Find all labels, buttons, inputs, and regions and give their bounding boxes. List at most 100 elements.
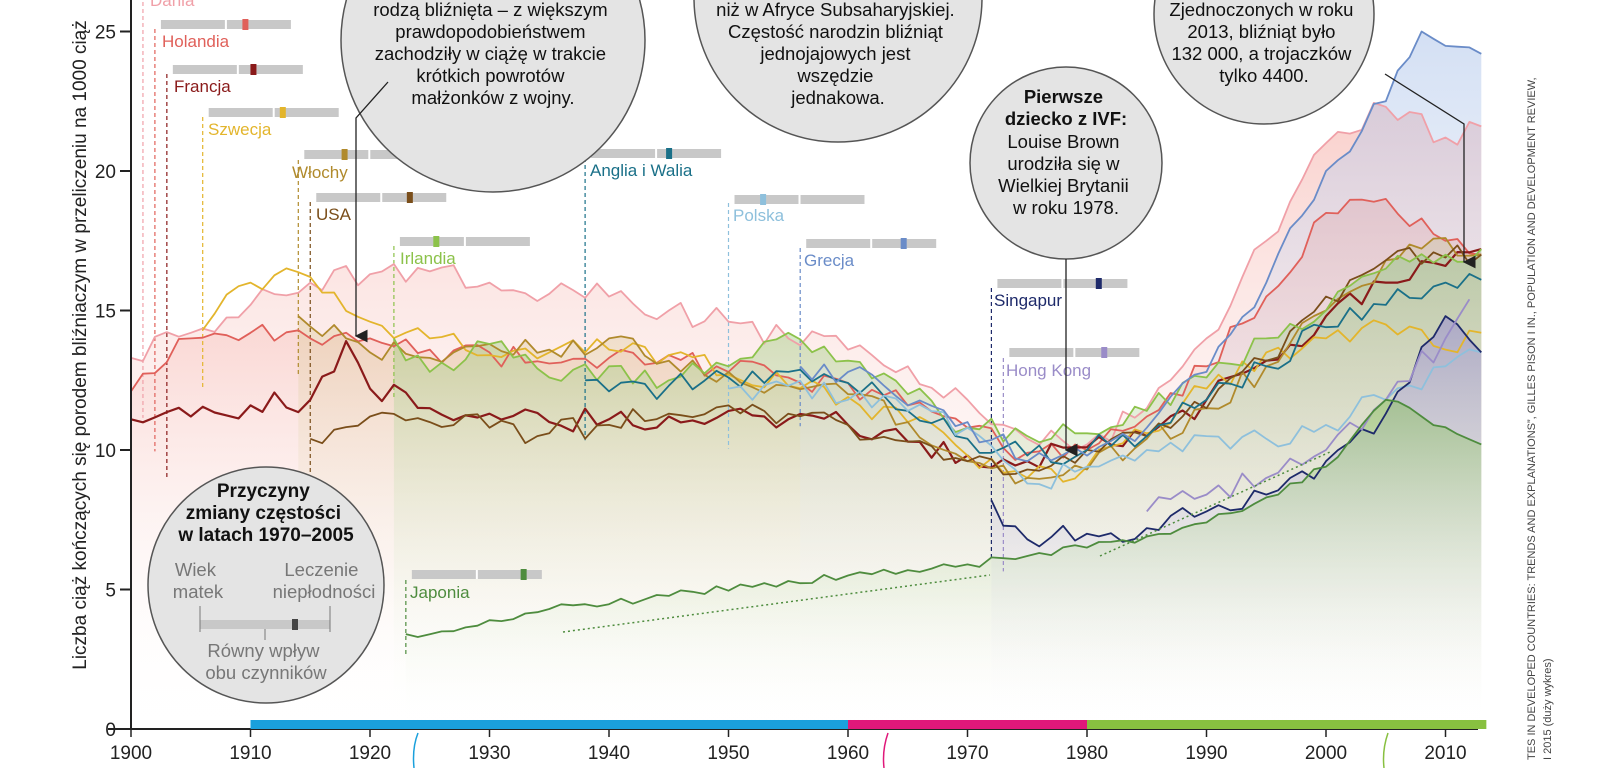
causes-bottom-2: obu czynników xyxy=(205,662,327,683)
bubble-ivf-title-2: dziecko z IVF: xyxy=(1005,108,1127,129)
bubble-war-line-4: krótkich powrotów xyxy=(416,65,565,86)
series-line-hong-kong xyxy=(1146,298,1471,512)
bubble-war-pointer xyxy=(354,81,389,343)
x-tick-label-1980: 1980 xyxy=(1066,743,1108,764)
svg-text:Równy wpływ obu czynnikó: Równy wpływ obu czynników xyxy=(205,640,327,683)
causes-title-3: w latach 1970–2005 xyxy=(177,525,354,546)
x-tick-label-1940: 1940 xyxy=(588,743,630,764)
dotted-gaps xyxy=(562,451,1331,633)
y-tick-label-10: 10 xyxy=(95,441,116,462)
bubble-africa-circle xyxy=(693,0,983,143)
bubble-war: rodzą bliźnięta – z większym prawdopodob… xyxy=(340,0,646,343)
x-tick-label-2010: 2010 xyxy=(1424,743,1466,764)
bubble-ivf: Pierwsze dziecko z IVF: Louise Brown uro… xyxy=(969,66,1163,457)
series-line-w-ochy xyxy=(297,237,1482,485)
bubble-causes-circle xyxy=(147,466,385,704)
label-singapur: Singapur xyxy=(994,291,1062,310)
y-tick-label-5: 5 xyxy=(105,581,116,602)
bubble-ivf-line-2: urodziła się w xyxy=(1007,153,1120,174)
label-polska: Polska xyxy=(733,206,785,225)
area-fills xyxy=(131,31,1482,729)
bubble-war-line-5: małżonków z wojny. xyxy=(411,87,574,108)
callout-line-pink xyxy=(882,732,889,768)
label-irlandia: Irlandia xyxy=(400,249,456,268)
svg-text:Pierwsze dziecko z IVF:: Pierwsze dziecko z IVF: xyxy=(1005,86,1127,129)
causes-right-2: niepłodności xyxy=(273,581,376,602)
callout-line-blue xyxy=(412,732,419,768)
mini-bar-marker-grecja xyxy=(900,238,907,249)
bubble-africa-line-5: jednakowa. xyxy=(790,87,885,108)
x-ticks: 1900 1910 1920 1930 1940 1950 1960 1970 1980 1990… xyxy=(110,729,1467,764)
source-line-1: TES IN DEVELOPED COUNTRIES: TRENDS AND E… xyxy=(1526,77,1538,760)
label-hongkong: Hong Kong xyxy=(1006,361,1091,380)
source-line-2: I 2015 (duży wykres) xyxy=(1542,659,1554,760)
bubble-war-line-2: prawdopodobieństwem xyxy=(395,21,585,42)
x-tick-label-1930: 1930 xyxy=(468,743,510,764)
bubble-causes: Przyczyny zmiany częstości w latach 1970… xyxy=(147,466,385,704)
series-line-anglia-i-walia xyxy=(585,273,1482,466)
label-szwecja: Szwecja xyxy=(208,120,272,139)
mini-bar-marker-polska xyxy=(760,194,767,205)
bubble-africa-line-4: wszędzie xyxy=(796,65,873,86)
callout-line-green xyxy=(1382,732,1389,768)
causes-scale-marker xyxy=(292,619,298,630)
label-dania: Dania xyxy=(150,0,195,10)
japan-dotted-gap xyxy=(562,574,991,633)
label-holandia: Holandia xyxy=(162,32,230,51)
bubble-africa: niż w Afryce Subsaharyjskiej. Częstość n… xyxy=(693,0,983,143)
causes-bottom-1: Równy wpływ xyxy=(207,640,320,661)
y-tick-label-0: 0 xyxy=(105,720,116,741)
era-bar-1 xyxy=(250,720,848,729)
bubble-ivf-line-4: w roku 1978. xyxy=(1012,197,1119,218)
bubble-usa-line-1: Zjednoczonych w roku xyxy=(1169,0,1353,20)
y-tick-label-15: 15 xyxy=(95,302,116,323)
svg-text:Zjednoczonych w roku 201: Zjednoczonych w roku 2013, bliźniąt było… xyxy=(1169,0,1358,86)
bubble-usa-stats: Zjednoczonych w roku 2013, bliźniąt było… xyxy=(1153,0,1476,269)
country-mini-bars xyxy=(160,19,1140,580)
label-japonia: Japonia xyxy=(410,583,470,602)
series-line-japonia xyxy=(405,398,1482,638)
y-ticks: 0 5 10 15 20 25 xyxy=(95,23,131,741)
bubble-war-circle xyxy=(340,0,646,193)
svg-text:Leczenie niepłodności: Leczenie niepłodności xyxy=(273,559,376,602)
x-tick-label-2000: 2000 xyxy=(1305,743,1347,764)
mini-bar-marker-szwecja xyxy=(279,107,286,118)
causes-right-1: Leczenie xyxy=(284,559,358,580)
causes-scale-bar xyxy=(200,620,330,629)
series-line-singapur xyxy=(990,315,1482,548)
bubble-war-line-1: rodzą bliźnięta – z większym xyxy=(373,0,607,20)
x-tick-label-1920: 1920 xyxy=(349,743,391,764)
bubble-ivf-line-3: Wielkiej Brytanii xyxy=(998,175,1129,196)
label-wlochy: Włochy xyxy=(292,163,348,182)
label-anglia: Anglia i Walia xyxy=(590,161,693,180)
bubble-usa-line-4: tylko 4400. xyxy=(1219,65,1308,86)
era-bar-2 xyxy=(848,720,1087,729)
bubble-africa-line-3: jednojajowych jest xyxy=(759,43,910,64)
mini-bar-marker-hong-kong xyxy=(1101,347,1108,358)
svg-text:niż w Afryce Subsaharyjskiej.: niż w Afryce Subsaharyjskiej. Częstość n… xyxy=(716,0,960,108)
bubble-war-line-3: zachodziły w ciążę w trakcie xyxy=(375,43,606,64)
label-usa: USA xyxy=(316,205,352,224)
svg-text:Louise Brown urodziła si: Louise Brown urodziła się w Wielkiej Bry… xyxy=(998,131,1134,218)
y-tick-label-20: 20 xyxy=(95,162,116,183)
mini-bar-marker-japonia xyxy=(520,569,527,580)
bubble-usa-pointer xyxy=(1384,73,1476,269)
japan-dotted-gap-2 xyxy=(1099,451,1331,557)
bubble-ivf-title-1: Pierwsze xyxy=(1024,86,1103,107)
x-tick-label-1960: 1960 xyxy=(827,743,869,764)
label-francja: Francja xyxy=(174,77,231,96)
bottom-callout-lines xyxy=(412,732,1389,768)
causes-title-1: Przyczyny xyxy=(217,481,310,502)
svg-text:rodzą bliźnięta – z większym: rodzą bliźnięta – z większym prawdopodob… xyxy=(373,0,613,108)
x-tick-label-1900: 1900 xyxy=(110,743,152,764)
bubble-africa-line-2: Częstość narodzin bliźniąt xyxy=(728,21,943,42)
svg-text:Wiek matek: Wiek matek xyxy=(173,559,224,602)
x-tick-label-1990: 1990 xyxy=(1185,743,1227,764)
mini-bar-marker-holandia xyxy=(242,19,249,30)
era-bars xyxy=(250,720,1487,729)
era-bar-3 xyxy=(1087,720,1487,729)
mini-bar-marker-irlandia xyxy=(433,236,440,247)
bubble-africa-line-1: niż w Afryce Subsaharyjskiej. xyxy=(716,0,955,20)
label-grecja: Grecja xyxy=(804,251,855,270)
